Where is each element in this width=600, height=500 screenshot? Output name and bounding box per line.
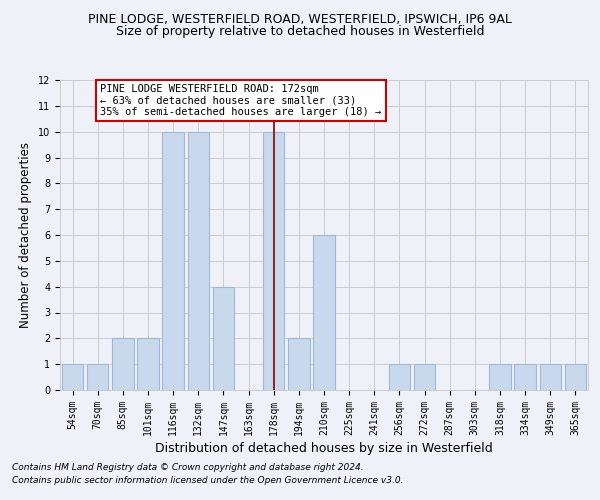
Text: Contains public sector information licensed under the Open Government Licence v3: Contains public sector information licen… [12, 476, 404, 485]
Bar [389, 364, 410, 390]
Text: Contains HM Land Registry data © Crown copyright and database right 2024.: Contains HM Land Registry data © Crown c… [12, 464, 364, 472]
Bar [313, 235, 335, 390]
Bar [565, 364, 586, 390]
Text: PINE LODGE WESTERFIELD ROAD: 172sqm
← 63% of detached houses are smaller (33)
35: PINE LODGE WESTERFIELD ROAD: 172sqm ← 63… [100, 84, 382, 117]
Bar [288, 338, 310, 390]
Bar [213, 286, 234, 390]
Bar [414, 364, 435, 390]
Bar [87, 364, 109, 390]
Bar [163, 132, 184, 390]
Bar [188, 132, 209, 390]
Text: Size of property relative to detached houses in Westerfield: Size of property relative to detached ho… [116, 25, 484, 38]
Bar [112, 338, 134, 390]
Bar [137, 338, 158, 390]
Bar [263, 132, 284, 390]
Bar [490, 364, 511, 390]
Bar [514, 364, 536, 390]
Bar [62, 364, 83, 390]
Bar [539, 364, 561, 390]
Y-axis label: Number of detached properties: Number of detached properties [19, 142, 32, 328]
X-axis label: Distribution of detached houses by size in Westerfield: Distribution of detached houses by size … [155, 442, 493, 455]
Text: PINE LODGE, WESTERFIELD ROAD, WESTERFIELD, IPSWICH, IP6 9AL: PINE LODGE, WESTERFIELD ROAD, WESTERFIEL… [88, 12, 512, 26]
